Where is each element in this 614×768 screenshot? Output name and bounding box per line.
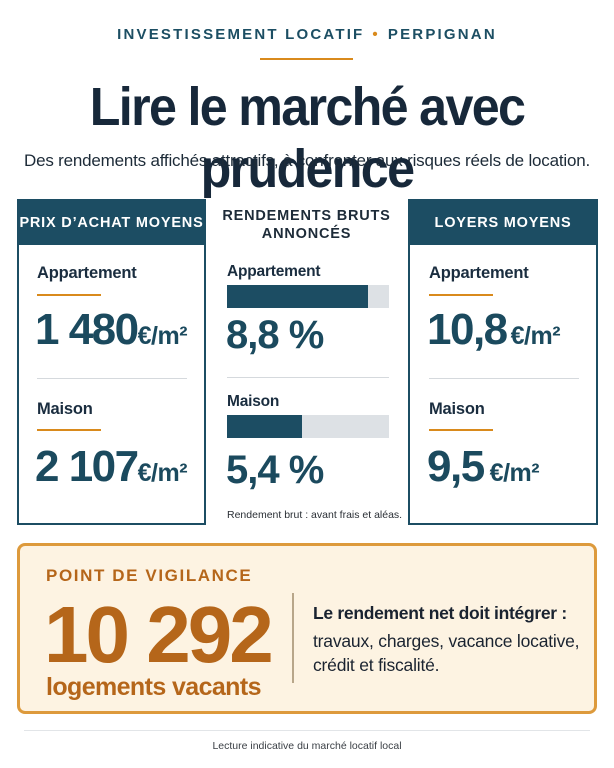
rent-apartment-value: 10,8 €/m²	[427, 305, 561, 355]
purchase-apartment-unit: €/m²	[137, 322, 188, 350]
yield-house-bar-fill	[227, 415, 302, 438]
yield-divider	[227, 377, 389, 378]
yield-house-value: 5,4 %	[226, 448, 324, 492]
rent-apartment-rule	[429, 294, 493, 296]
kicker-topic: INVESTISSEMENT LOCATIF	[117, 26, 365, 43]
rent-house-number: 9,5	[427, 442, 485, 491]
yield-apartment-bar-fill	[227, 285, 368, 308]
vigilance-title: POINT DE VIGILANCE	[46, 566, 253, 585]
rent-apartment-unit: €/m²	[510, 322, 561, 350]
rent-apartment-number: 10,8	[427, 305, 508, 354]
kicker-city: PERPIGNAN	[387, 26, 497, 43]
rent-house-unit: €/m²	[489, 459, 540, 487]
page-subtitle: Des rendements affichés attractifs, à co…	[24, 151, 590, 170]
footer-divider	[24, 730, 590, 731]
purchase-house-label: Maison	[37, 400, 93, 418]
purchase-apartment-value: 1 480€/m²	[35, 305, 188, 355]
kicker-underline	[260, 58, 353, 60]
rent-house-label: Maison	[429, 400, 485, 418]
purchase-price-heading: PRIX D’ACHAT MOYENS	[19, 201, 204, 245]
footer-note: Lecture indicative du marché locatif loc…	[212, 740, 402, 752]
rent-divider	[429, 378, 579, 379]
vigilance-text-body: travaux, charges, vacance locative, créd…	[313, 631, 580, 675]
purchase-house-rule	[37, 429, 101, 431]
vacant-housing-number: 10 292	[44, 590, 274, 679]
kicker-separator: •	[372, 26, 380, 43]
yield-apartment-bar	[227, 285, 389, 308]
vigilance-divider	[292, 593, 294, 683]
page-title: Lire le marché avec prudence	[89, 77, 526, 199]
yield-house-bar	[227, 415, 389, 438]
yield-house-label: Maison	[227, 393, 280, 410]
kicker: INVESTISSEMENT LOCATIF • PERPIGNAN	[0, 26, 614, 43]
purchase-divider	[37, 378, 187, 379]
purchase-price-panel: PRIX D’ACHAT MOYENS	[17, 199, 206, 525]
purchase-apartment-number: 1 480	[35, 305, 139, 354]
rent-house-value: 9,5 €/m²	[427, 442, 540, 492]
purchase-apartment-label: Appartement	[37, 264, 137, 282]
purchase-house-number: 2 107	[35, 442, 139, 491]
yield-heading: RENDEMENTS BRUTS ANNONCÉS	[214, 207, 399, 243]
yield-heading-line1: RENDEMENTS BRUTS	[222, 208, 391, 224]
purchase-apartment-rule	[37, 294, 101, 296]
purchase-house-value: 2 107€/m²	[35, 442, 188, 492]
rent-house-rule	[429, 429, 493, 431]
yield-note: Rendement brut : avant frais et aléas.	[227, 509, 403, 521]
yield-apartment-value: 8,8 %	[226, 313, 324, 357]
rent-apartment-label: Appartement	[429, 264, 529, 282]
vacant-housing-label: logements vacants	[46, 673, 261, 701]
rent-heading: LOYERS MOYENS	[410, 201, 596, 245]
purchase-house-unit: €/m²	[137, 459, 188, 487]
rent-panel: LOYERS MOYENS	[408, 199, 598, 525]
yield-apartment-label: Appartement	[227, 263, 321, 280]
yield-heading-line2: ANNONCÉS	[261, 226, 352, 242]
vigilance-box: POINT DE VIGILANCE 10 292 logements vaca…	[17, 543, 597, 714]
vigilance-text-heading: Le rendement net doit intégrer :	[313, 603, 567, 623]
